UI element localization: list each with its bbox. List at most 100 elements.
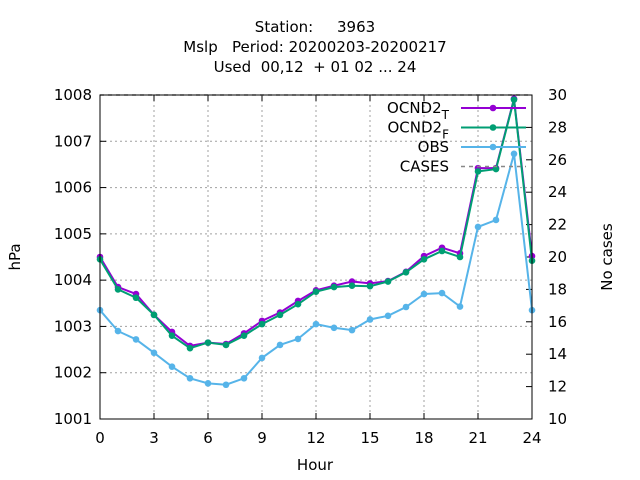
legend-marker-ocnd2-t <box>489 104 497 112</box>
y2-tick-label: 14 <box>548 345 567 363</box>
data-point-obs <box>186 374 194 382</box>
data-point-obs <box>384 312 392 320</box>
y2-tick-label: 18 <box>548 280 567 298</box>
data-point-ocnd2-f <box>222 341 230 349</box>
data-point-obs <box>294 335 302 343</box>
data-point-obs <box>366 316 374 323</box>
y2-tick-label: 24 <box>548 183 567 201</box>
y-tick-label: 1006 <box>54 179 92 197</box>
data-point-ocnd2-f <box>348 282 356 289</box>
data-point-ocnd2-f <box>474 168 482 175</box>
y2-tick-label: 10 <box>548 410 567 428</box>
title-line-1: Station: 3963 <box>255 18 375 36</box>
y-tick-label: 1005 <box>54 225 92 243</box>
data-point-ocnd2-f <box>258 320 266 328</box>
x-tick-label: 24 <box>522 429 541 447</box>
data-point-obs <box>330 324 338 332</box>
x-tick-label: 0 <box>95 429 105 447</box>
y2-axis-label: No cases <box>598 223 616 291</box>
x-tick-label: 9 <box>257 429 267 447</box>
legend-label-obs: OBS <box>418 138 449 156</box>
legend-label-ocnd2-t: OCND2T <box>387 99 450 122</box>
data-point-ocnd2-f <box>276 311 284 319</box>
y-tick-label: 1002 <box>54 364 92 382</box>
legend-marker-ocnd2-f <box>489 124 497 131</box>
y2-tick-label: 20 <box>548 248 567 266</box>
data-point-ocnd2-f <box>492 165 500 173</box>
x-axis-label: Hour <box>297 456 334 474</box>
x-tick-label: 6 <box>203 429 213 447</box>
legend-name: OCND2 <box>387 119 442 137</box>
y-tick-label: 1007 <box>54 132 92 150</box>
legend-label-ocnd2-f: OCND2F <box>387 119 449 142</box>
series-group <box>96 94 536 389</box>
legend-name: CASES <box>400 158 449 176</box>
data-point-ocnd2-f <box>168 332 176 339</box>
data-point-obs <box>474 223 482 231</box>
data-point-obs <box>168 363 176 370</box>
data-point-ocnd2-f <box>384 278 392 285</box>
data-point-obs <box>438 289 446 297</box>
y2-tick-label: 22 <box>548 216 567 234</box>
y-axis-label: hPa <box>6 243 24 270</box>
x-tick-label: 12 <box>306 429 325 447</box>
x-tick-label: 18 <box>414 429 433 447</box>
data-point-obs <box>456 303 464 310</box>
data-point-obs <box>114 327 122 335</box>
data-point-obs <box>348 326 356 334</box>
y2-tick-label: 30 <box>548 86 567 104</box>
data-point-ocnd2-f <box>456 253 464 261</box>
data-point-ocnd2-f <box>420 256 428 263</box>
x-tick-label: 3 <box>149 429 159 447</box>
data-point-obs <box>132 336 140 343</box>
plot-frame <box>99 94 533 420</box>
legend-name: OCND2 <box>387 99 442 117</box>
y2-tick-label: 28 <box>548 118 567 136</box>
data-point-obs <box>420 290 428 298</box>
y-tick-label: 1001 <box>54 410 92 428</box>
data-point-ocnd2-f <box>204 339 212 346</box>
data-point-ocnd2-f <box>402 268 410 276</box>
title-line-3: Used 00,12 + 01 02 ... 24 <box>214 58 417 76</box>
legend-subscript: T <box>441 108 450 122</box>
x-tick-label: 15 <box>360 429 379 447</box>
data-point-ocnd2-f <box>312 288 320 296</box>
y-tick-label: 1008 <box>54 86 92 104</box>
y2-tick-label: 12 <box>548 378 567 396</box>
data-point-obs <box>276 341 284 349</box>
data-point-obs <box>312 320 320 328</box>
legend-name: OBS <box>418 138 449 156</box>
data-point-ocnd2-f <box>132 294 140 302</box>
data-point-ocnd2-f <box>438 247 446 255</box>
data-point-ocnd2-f <box>114 286 122 293</box>
data-point-obs <box>510 150 518 158</box>
data-point-ocnd2-f <box>150 311 158 319</box>
data-point-obs <box>222 381 230 389</box>
x-tick-label: 21 <box>468 429 487 447</box>
data-point-ocnd2-f <box>330 283 338 291</box>
data-point-obs <box>150 349 158 357</box>
y2-tick-label: 16 <box>548 313 567 331</box>
y-tick-label: 1003 <box>54 317 92 335</box>
data-point-obs <box>258 354 266 362</box>
axis-ticks: 0 3 6 9 12 15 18 21 24 1001 1002 1003 1004 1005 1006 10… <box>54 86 567 447</box>
data-point-ocnd2-f <box>240 332 248 339</box>
legend-label-cases: CASES <box>400 158 449 176</box>
data-point-obs <box>204 380 212 387</box>
legend-subscript: F <box>442 128 449 142</box>
data-point-ocnd2-f <box>294 300 302 308</box>
data-point-ocnd2-f <box>510 96 518 103</box>
title-line-2: Mslp Period: 20200203-20200217 <box>183 38 446 56</box>
grid <box>100 95 532 419</box>
data-point-obs <box>402 303 410 311</box>
data-point-ocnd2-f <box>186 344 194 352</box>
y2-tick-label: 26 <box>548 151 567 169</box>
y-tick-label: 1004 <box>54 271 92 289</box>
data-point-obs <box>240 374 248 382</box>
chart-title: Station: 3963 Mslp Period: 20200203-2020… <box>183 18 446 76</box>
data-point-obs <box>492 216 500 224</box>
data-point-ocnd2-f <box>366 282 374 290</box>
legend-marker-obs <box>489 143 497 151</box>
